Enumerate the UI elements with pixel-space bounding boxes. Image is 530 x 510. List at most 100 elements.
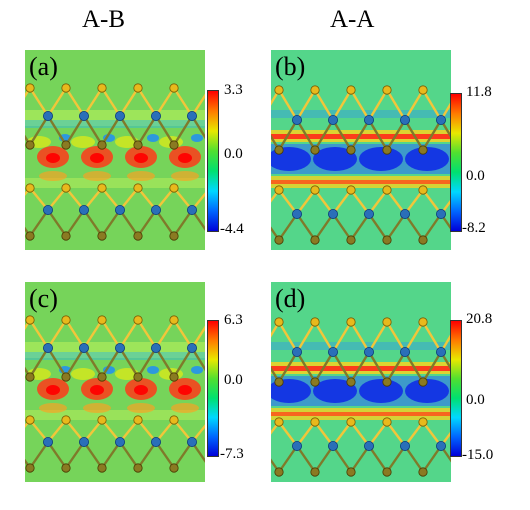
- bond: [313, 89, 335, 121]
- chalcogen-atom: [310, 417, 320, 427]
- bond: [271, 321, 281, 338]
- bond: [119, 209, 139, 237]
- bond: [28, 115, 50, 146]
- bond: [349, 321, 371, 353]
- density-band: [271, 342, 451, 350]
- bond: [46, 87, 68, 117]
- bond: [25, 319, 32, 330]
- chalcogen-atom: [169, 315, 179, 325]
- chalcogen-atom: [274, 185, 284, 195]
- chalcogen-atom: [310, 185, 320, 195]
- bond: [367, 351, 389, 383]
- chalcogen-atom: [382, 235, 392, 245]
- chalcogen-atom: [346, 145, 356, 155]
- density-lobe: [71, 368, 95, 380]
- bond: [422, 189, 442, 215]
- chalcogen-atom: [133, 415, 143, 425]
- density-lobe: [191, 134, 203, 142]
- colorbar-c-max: 6.3: [224, 312, 243, 328]
- density-lobe: [359, 147, 403, 171]
- bond: [271, 421, 280, 435]
- bond: [82, 347, 104, 378]
- bond: [350, 213, 370, 241]
- bond: [332, 421, 352, 447]
- bond: [82, 319, 104, 349]
- chalcogen-atom: [25, 83, 35, 93]
- bond: [172, 347, 194, 378]
- bond: [296, 421, 316, 447]
- chalcogen-atom: [418, 467, 428, 477]
- panel-c-label: (c): [29, 284, 58, 313]
- metal-atom: [186, 204, 197, 215]
- colorbar-c-min: -7.3: [220, 446, 244, 462]
- metal-atom: [115, 111, 126, 122]
- bond: [25, 419, 31, 429]
- bond: [172, 87, 194, 117]
- bond: [137, 441, 157, 469]
- metal-atom: [79, 436, 90, 447]
- density-band: [271, 366, 451, 371]
- bond: [421, 89, 443, 121]
- density-lobe: [313, 379, 357, 403]
- density-lobe: [147, 366, 159, 374]
- chalcogen-atom: [382, 467, 392, 477]
- chalcogen-atom: [169, 415, 179, 425]
- bond: [191, 209, 205, 231]
- bond: [46, 319, 68, 349]
- colorbar-b-min: -8.2: [462, 220, 486, 236]
- panel-c-map: [25, 282, 205, 482]
- chalcogen-atom: [418, 235, 428, 245]
- bond: [368, 213, 388, 241]
- metal-atom: [79, 204, 90, 215]
- col-title-ab: A-B: [82, 6, 126, 33]
- bond: [440, 445, 451, 463]
- density-lobe: [46, 385, 60, 395]
- metal-atom: [435, 208, 446, 219]
- bond: [118, 319, 140, 349]
- bond: [173, 441, 193, 469]
- density-lobe: [178, 153, 192, 163]
- bond: [190, 325, 205, 349]
- bond: [295, 119, 317, 151]
- panel-a-map: [25, 50, 205, 250]
- density-lobe: [147, 134, 159, 142]
- bond: [101, 209, 121, 237]
- chalcogen-atom: [97, 183, 107, 193]
- chalcogen-atom: [274, 317, 284, 327]
- density-lobe: [134, 153, 148, 163]
- chalcogen-atom: [133, 140, 143, 150]
- bond: [278, 445, 298, 473]
- panel-d-map: [271, 282, 451, 482]
- chalcogen-atom: [346, 377, 356, 387]
- chalcogen-atom: [25, 415, 35, 425]
- bond: [403, 351, 425, 383]
- bond: [28, 319, 50, 349]
- density-lobe: [359, 379, 403, 403]
- colorbar-a-max: 3.3: [224, 82, 243, 98]
- density-band: [271, 412, 451, 416]
- chalcogen-atom: [418, 377, 428, 387]
- chalcogen-atom: [61, 231, 71, 241]
- bond: [313, 119, 335, 151]
- chalcogen-atom: [310, 317, 320, 327]
- metal-atom: [186, 343, 197, 354]
- chalcogen-atom: [61, 140, 71, 150]
- bond: [368, 189, 388, 215]
- chalcogen-atom: [97, 231, 107, 241]
- bond: [154, 87, 176, 117]
- chalcogen-atom: [133, 372, 143, 382]
- chalcogen-atom: [169, 83, 179, 93]
- panel-d: (d): [271, 282, 451, 482]
- bond: [271, 89, 281, 106]
- metal-atom: [328, 115, 339, 126]
- bond: [349, 119, 371, 151]
- bond: [271, 189, 280, 203]
- bond: [47, 441, 67, 469]
- metal-atom: [291, 440, 302, 451]
- metal-atom: [328, 347, 339, 358]
- bond: [100, 115, 122, 146]
- chalcogen-atom: [97, 83, 107, 93]
- chalcogen-atom: [133, 183, 143, 193]
- chalcogen-atom: [346, 85, 356, 95]
- density-lobe: [191, 366, 203, 374]
